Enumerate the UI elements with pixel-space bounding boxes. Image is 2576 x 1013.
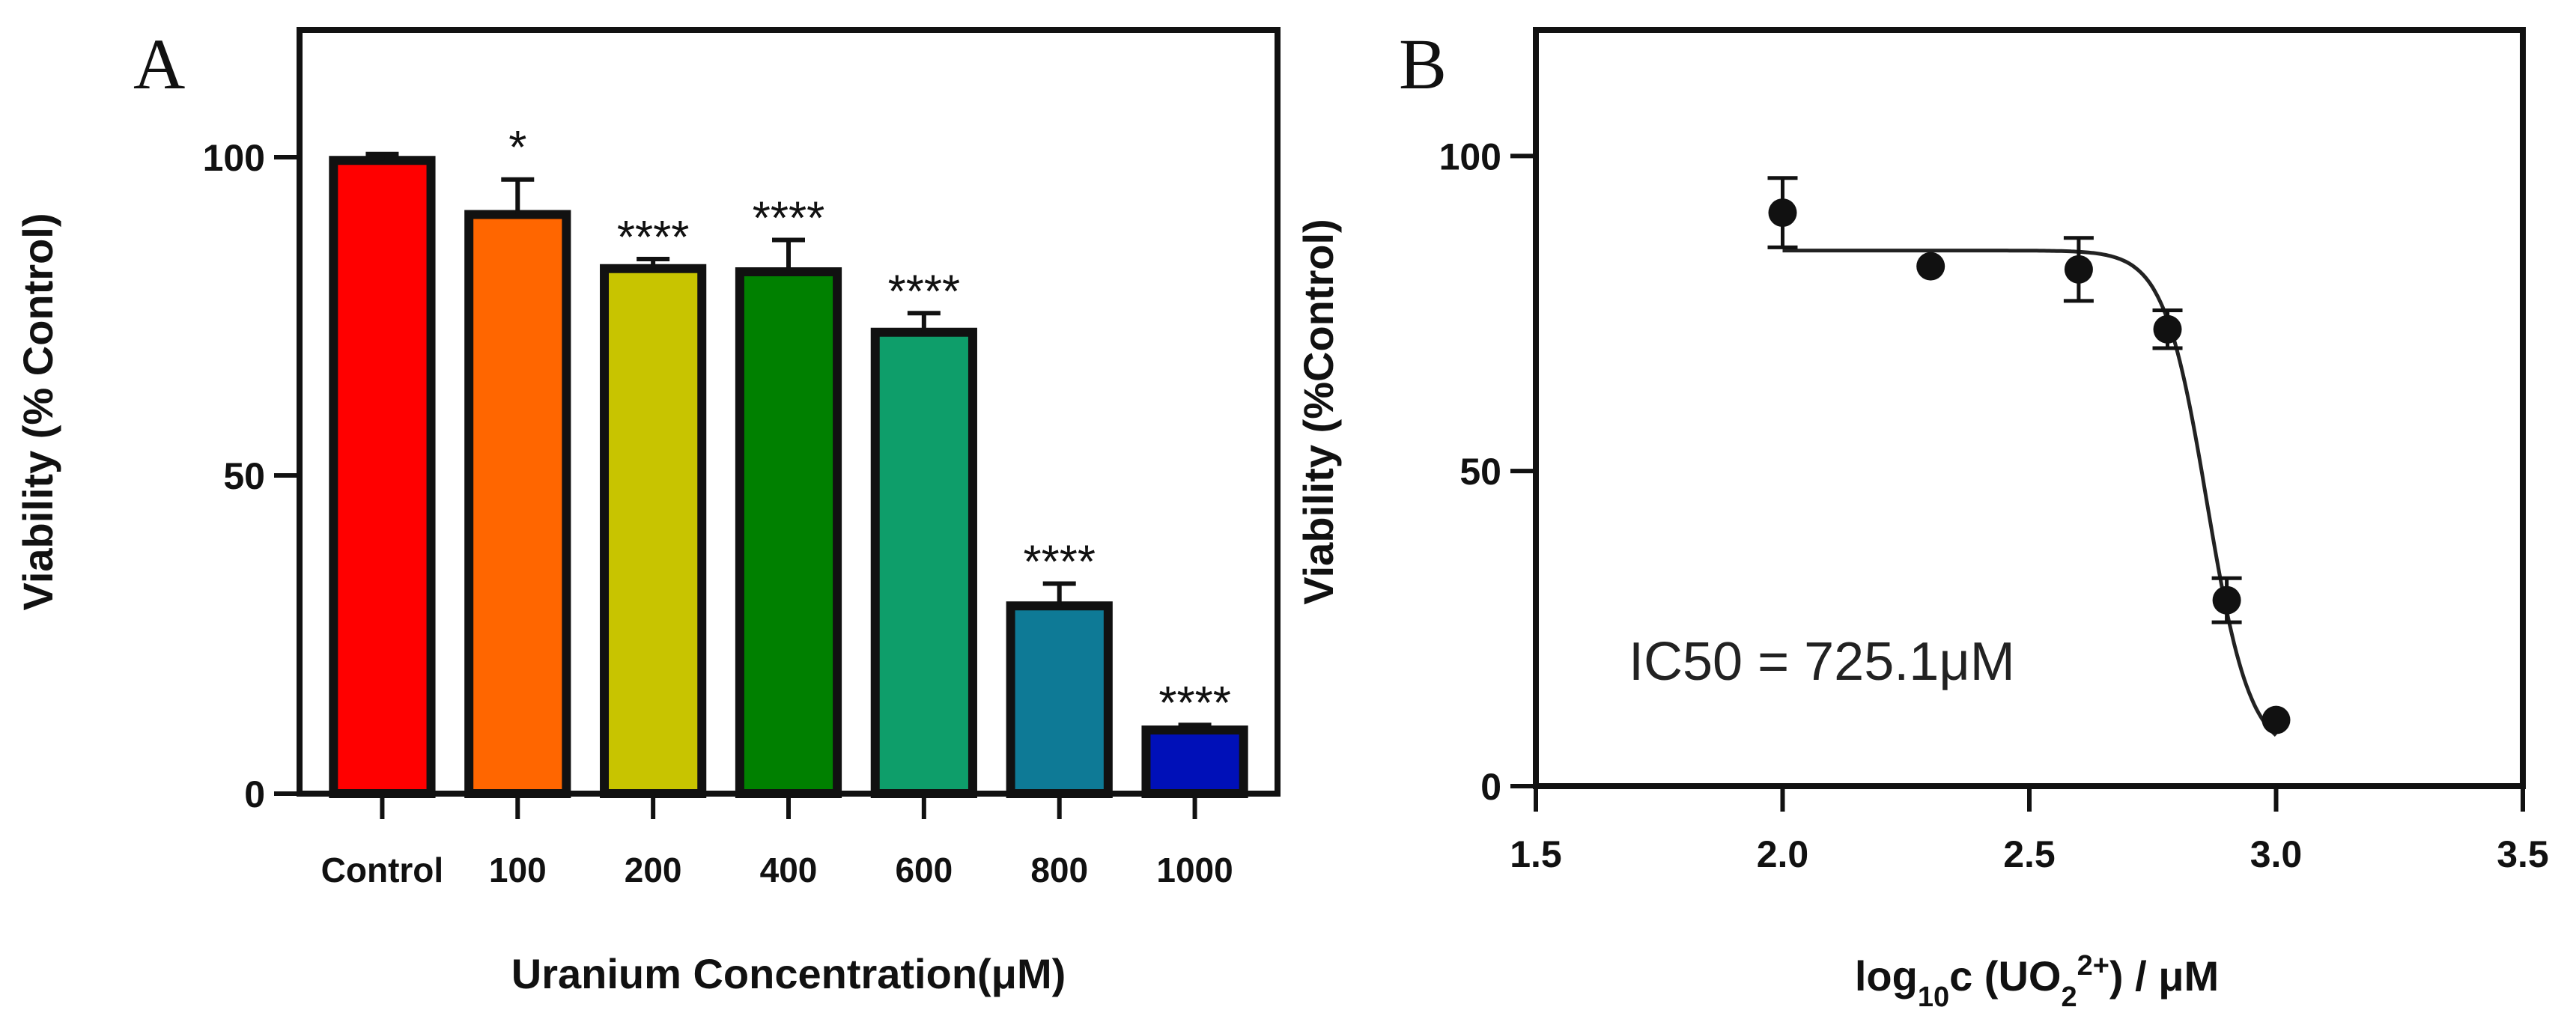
bar-600: [870, 327, 977, 798]
panel-a-y-tick-label: 100: [203, 137, 265, 179]
panel-b-x-tick-label: 2.5: [2003, 833, 2056, 875]
bar-1000: [1141, 725, 1248, 798]
bar-800: [1006, 601, 1113, 798]
panel-a-x-axis: Control 100 200 400 600 800 1000: [321, 794, 1233, 889]
panel-b-y-tick-label: 50: [1459, 451, 1501, 493]
category-label-200: 200: [625, 851, 682, 889]
panel-b-y-tick-label: 100: [1439, 136, 1501, 177]
data-point-5: [2261, 705, 2291, 734]
data-point-4: [2212, 585, 2241, 615]
panel-b-fit-curve: [1782, 249, 2278, 737]
panel-a-significance: ***** ****************: [508, 122, 1231, 729]
significance-100: *: [508, 122, 526, 174]
data-point-0: [1768, 198, 1797, 228]
panel-a-x-label: Uranium Concentration(μM): [511, 950, 1066, 997]
significance-600: ****: [888, 266, 961, 317]
data-point-3: [2153, 314, 2182, 344]
bar-Control: [329, 156, 436, 798]
significance-200: ****: [617, 212, 690, 264]
panel-b-x-tick-label: 2.0: [1757, 833, 1809, 875]
panel-b-x-axis: 1.5 2.0 2.5 3.0 3.5: [1510, 786, 2549, 875]
category-label-100: 100: [489, 851, 547, 889]
panel-b-x-tick-label: 1.5: [1510, 833, 1562, 875]
category-label-800: 800: [1030, 851, 1088, 889]
panel-b-letter: B: [1399, 24, 1447, 104]
panel-b-y-tick-label: 0: [1480, 766, 1501, 808]
data-point-2: [2064, 255, 2093, 284]
bar-100: [464, 210, 571, 798]
panel-a-error-bars: [365, 151, 1212, 730]
panel-a-y-axis: 0 50 100: [203, 137, 300, 815]
panel-b-x-tick-label: 3.0: [2250, 833, 2303, 875]
panel-b-y-label: Viability (%Control): [1295, 219, 1342, 604]
significance-400: ****: [753, 193, 825, 245]
panel-b-x-label: log10c (UO22+) / μM: [1855, 950, 2219, 1013]
category-label-Control: Control: [321, 851, 444, 889]
panel-a-y-tick-label: 50: [223, 455, 265, 497]
category-label-600: 600: [895, 851, 953, 889]
panel-b-y-axis: 0 50 100: [1439, 136, 1536, 808]
category-label-1000: 1000: [1156, 851, 1233, 889]
bar-200: [600, 264, 707, 798]
bar-400: [735, 267, 842, 798]
data-point-1: [1916, 252, 1945, 281]
panel-b-x-tick-label: 3.5: [2497, 833, 2549, 875]
significance-1000: ****: [1158, 678, 1231, 729]
panel-a-letter: A: [133, 24, 185, 104]
significance-800: ****: [1023, 537, 1096, 588]
panel-b-ic50-annotation: IC50 = 725.1μM: [1629, 632, 2015, 692]
panel-a-y-label: Viability (% Control): [14, 213, 61, 611]
panel-a-y-tick-label: 0: [244, 773, 265, 815]
category-label-400: 400: [760, 851, 818, 889]
panel-b-points: [1767, 176, 2291, 734]
